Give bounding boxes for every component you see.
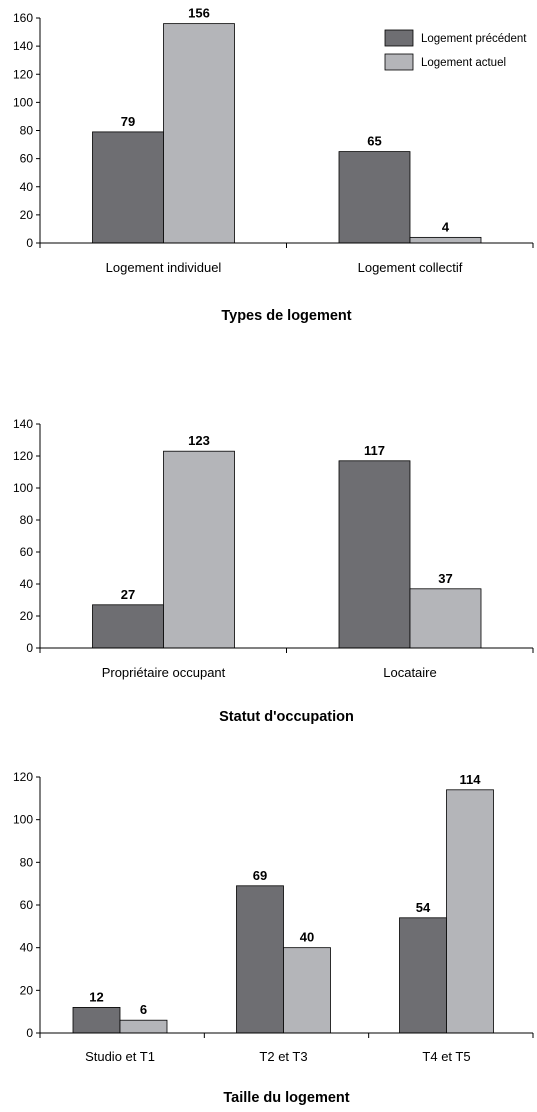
y-tick-label: 40 [20, 941, 34, 955]
bar [399, 917, 447, 1034]
y-tick-label: 0 [26, 641, 33, 655]
y-tick-label: 40 [20, 180, 34, 194]
data-label: 27 [121, 587, 135, 602]
category-label: Propriétaire occupant [102, 665, 226, 680]
bar [338, 151, 411, 244]
legend-label: Logement actuel [421, 57, 506, 69]
bar [283, 947, 331, 1034]
y-tick-label: 60 [20, 152, 34, 166]
bar [92, 604, 164, 649]
data-label: 12 [89, 989, 103, 1004]
y-tick-label: 100 [13, 813, 33, 827]
bar [409, 588, 482, 649]
y-tick-label: 120 [13, 67, 33, 81]
category-label: Studio et T1 [85, 1049, 155, 1064]
bar [92, 131, 164, 244]
y-tick-label: 40 [20, 577, 34, 591]
data-label: 54 [416, 900, 431, 915]
data-label: 117 [364, 443, 385, 458]
y-tick-label: 20 [20, 208, 34, 222]
bar [338, 460, 411, 649]
y-tick-label: 140 [13, 39, 33, 53]
y-tick-label: 80 [20, 124, 34, 138]
y-tick-label: 20 [20, 609, 34, 623]
bar [409, 236, 482, 244]
bar [119, 1019, 168, 1034]
y-tick-label: 160 [13, 11, 33, 25]
y-tick-label: 140 [13, 417, 33, 431]
data-label: 40 [300, 930, 314, 945]
data-label: 156 [188, 6, 210, 21]
y-tick-label: 0 [26, 1026, 33, 1040]
data-label: 4 [442, 219, 450, 234]
y-tick-label: 80 [20, 855, 34, 869]
data-label: 123 [188, 433, 210, 448]
chart-title: Taille du logement [223, 1090, 349, 1106]
data-label: 6 [140, 1002, 147, 1017]
category-label: Locataire [383, 665, 436, 680]
category-label: Logement individuel [106, 260, 222, 275]
data-label: 37 [438, 571, 452, 586]
data-label: 65 [367, 134, 381, 149]
bar [236, 885, 284, 1034]
category-label: T2 et T3 [259, 1049, 307, 1064]
bar [72, 1007, 121, 1034]
bar [163, 23, 235, 244]
chart-title: Types de logement [221, 308, 351, 324]
legend-label: Logement précédent [421, 33, 527, 45]
category-label: Logement collectif [358, 260, 463, 275]
category-label: T4 et T5 [422, 1049, 470, 1064]
bar [163, 450, 235, 649]
y-tick-label: 80 [20, 513, 34, 527]
data-label: 114 [460, 772, 482, 787]
y-tick-label: 60 [20, 545, 34, 559]
data-label: 69 [253, 868, 267, 883]
y-tick-label: 60 [20, 898, 34, 912]
bar [446, 789, 494, 1034]
y-tick-label: 20 [20, 983, 34, 997]
data-label: 79 [121, 114, 135, 129]
y-tick-label: 120 [13, 449, 33, 463]
legend-swatch [384, 29, 414, 47]
legend-swatch [384, 53, 414, 71]
y-tick-label: 0 [26, 236, 33, 250]
chart-title: Statut d'occupation [219, 709, 354, 725]
y-tick-label: 120 [13, 770, 33, 784]
y-tick-label: 100 [13, 481, 33, 495]
y-tick-label: 100 [13, 95, 33, 109]
